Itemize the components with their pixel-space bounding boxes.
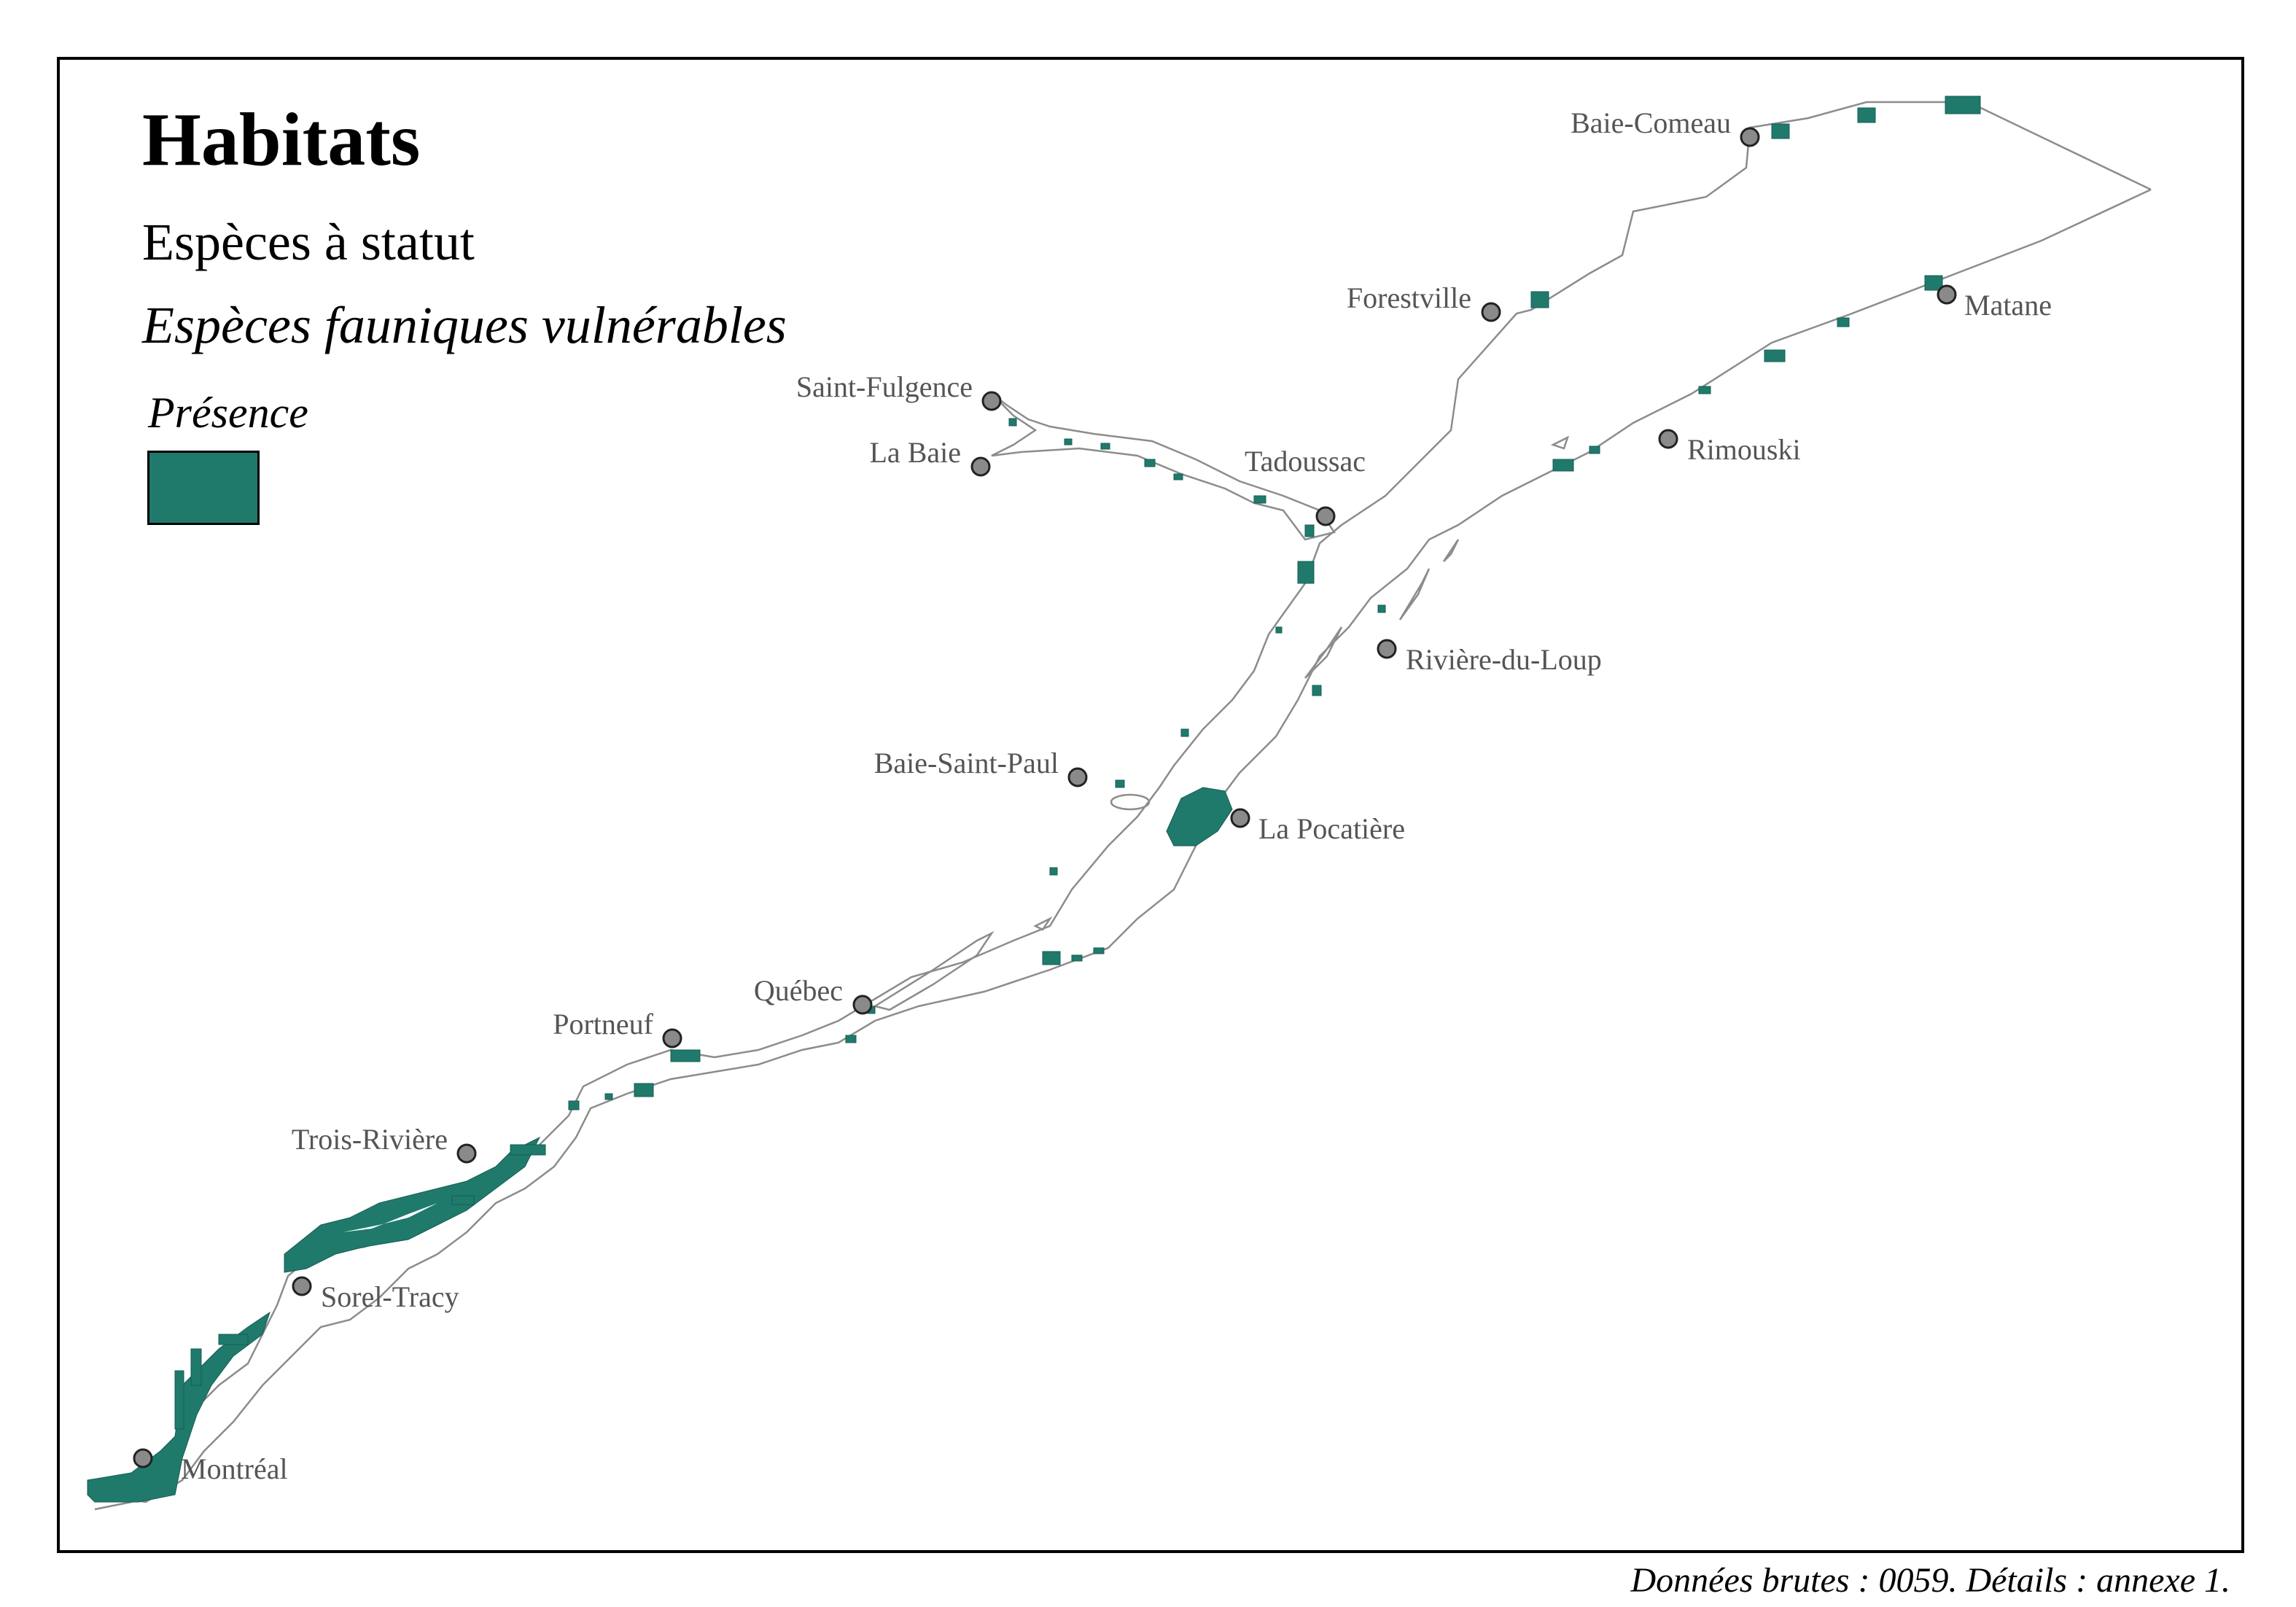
layer-name: Espèces fauniques vulnérables <box>142 296 787 354</box>
city-marker-baie-comeau <box>1740 127 1760 147</box>
city-labels: Baie-Comeau Forestville Matane Saint-Ful… <box>181 106 2052 1485</box>
city-label-quebec: Québec <box>754 974 843 1007</box>
habitat-polygons <box>87 96 1981 1503</box>
city-label-sorel-tracy: Sorel-Tracy <box>321 1280 459 1313</box>
city-marker-forestville <box>1481 302 1501 322</box>
data-source-note: Données brutes : 0059. Détails : annexe … <box>1630 1561 2231 1600</box>
city-label-matane: Matane <box>1964 289 2052 322</box>
city-label-la-pocatiere: La Pocatière <box>1258 812 1405 845</box>
city-label-forestville: Forestville <box>1347 281 1471 314</box>
legend-title: Présence <box>148 389 308 437</box>
city-marker-sorel-tracy <box>292 1276 312 1296</box>
city-marker-tadoussac <box>1315 506 1336 526</box>
city-marker-matane <box>1937 284 1957 305</box>
city-marker-trois-riviere <box>456 1143 477 1164</box>
city-marker-baie-saint-paul <box>1067 767 1088 787</box>
city-marker-la-pocatiere <box>1230 808 1250 828</box>
city-label-baie-comeau: Baie-Comeau <box>1571 106 1731 139</box>
city-label-montreal: Montréal <box>181 1452 288 1485</box>
city-marker-la-baie <box>970 456 991 477</box>
city-markers <box>133 127 1957 1468</box>
city-marker-rimouski <box>1658 429 1678 449</box>
city-marker-saint-fulgence <box>981 391 1002 411</box>
city-label-rimouski: Rimouski <box>1687 433 1801 466</box>
map-subtitle: Espèces à statut <box>142 213 475 271</box>
city-label-portneuf: Portneuf <box>553 1008 653 1040</box>
city-label-riviere-du-loup: Rivière-du-Loup <box>1406 643 1602 676</box>
city-label-la-baie: La Baie <box>870 436 962 469</box>
city-marker-montreal <box>133 1448 153 1468</box>
city-marker-riviere-du-loup <box>1377 639 1397 659</box>
map-frame <box>57 57 2244 1553</box>
city-marker-portneuf <box>662 1028 682 1048</box>
city-marker-quebec <box>852 995 873 1015</box>
map-title: Habitats <box>142 98 421 182</box>
legend-swatch-presence <box>147 451 260 525</box>
city-label-baie-saint-paul: Baie-Saint-Paul <box>874 747 1059 779</box>
city-label-saint-fulgence: Saint-Fulgence <box>796 370 973 403</box>
city-label-tadoussac: Tadoussac <box>1245 445 1366 478</box>
city-label-trois-riviere: Trois-Rivière <box>292 1123 448 1156</box>
